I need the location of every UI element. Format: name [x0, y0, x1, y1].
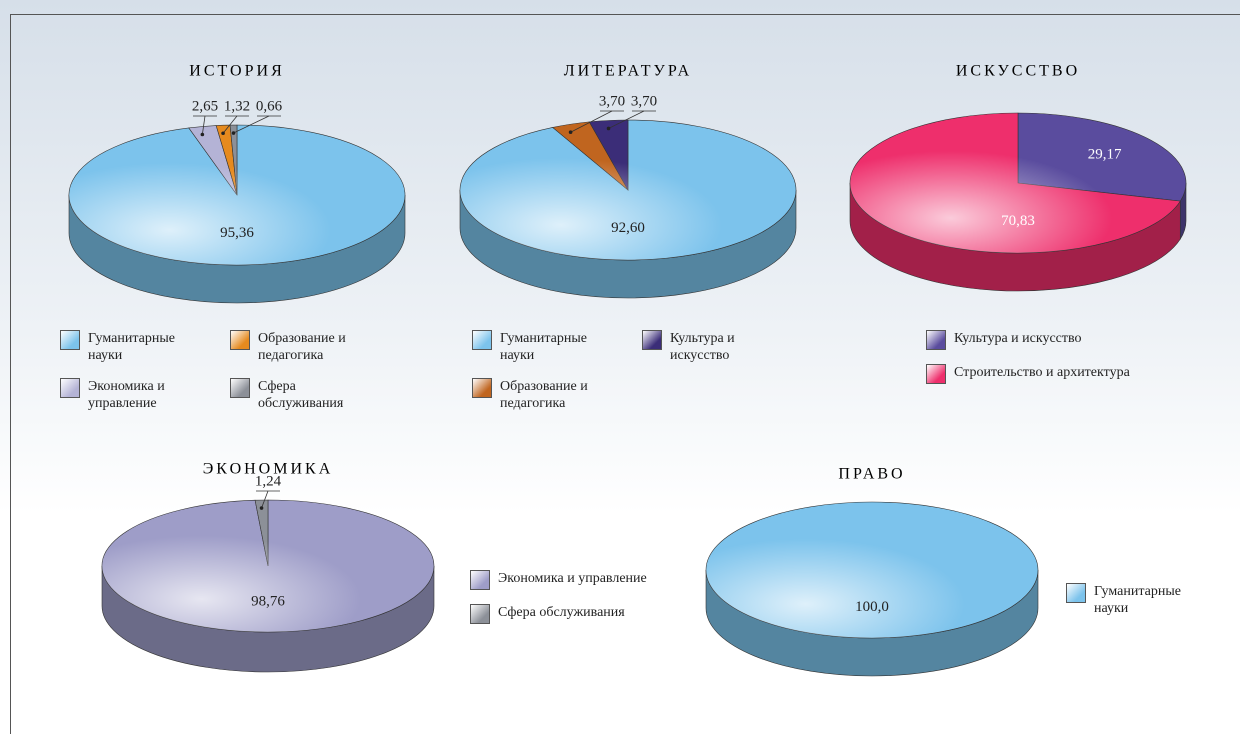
legend-swatch [60, 378, 80, 398]
legend-swatch [472, 330, 492, 350]
legend-swatch [230, 378, 250, 398]
legend-item: Сфера обслуживания [470, 604, 710, 624]
leader-line [201, 115, 206, 135]
data-label: 1,32 [224, 98, 250, 114]
chart-title: ИСКУССТВО [956, 63, 1080, 80]
legend-label: Гуманитарные науки [500, 331, 587, 363]
legend: Гуманитарные науки Экономика и управление… [60, 330, 380, 412]
leader-line [222, 115, 238, 134]
legend-item: Экономика и управление [470, 570, 710, 590]
leader-line [608, 110, 645, 129]
legend: Гуманитарные науки Образование и педагоги… [472, 330, 792, 412]
legend: Гуманитарные науки [1066, 583, 1196, 617]
legend-item: Образование и педагогика [472, 378, 622, 412]
legend-label: Гуманитарные науки [1094, 584, 1181, 616]
leader-line [233, 115, 270, 134]
legend-label: Культура и искусство [954, 331, 1082, 346]
leader-dot [200, 132, 205, 137]
legend-swatch [926, 330, 946, 350]
chart-title: ПРАВО [838, 466, 905, 483]
data-label: 70,83 [1001, 213, 1035, 229]
leader-dot [568, 130, 573, 135]
legend-item: Гуманитарные науки [472, 330, 622, 364]
legend-label: Гуманитарные науки [88, 331, 175, 363]
chart-title: ЭКОНОМИКА [203, 461, 334, 478]
legend-swatch [60, 330, 80, 350]
data-label: 3,70 [599, 93, 625, 109]
data-label: 92,60 [611, 220, 645, 236]
leader-dot [259, 506, 264, 510]
data-label: 3,70 [631, 93, 657, 109]
legend-item: Гуманитарные науки [60, 330, 210, 364]
legend-label: Экономика и управление [88, 379, 165, 411]
leader-dot [221, 131, 225, 136]
legend-swatch [470, 570, 490, 590]
legend-item: Экономика и управление [60, 378, 210, 412]
leader-line [570, 110, 613, 133]
leader-dot [606, 126, 611, 131]
data-label: 100,0 [855, 599, 889, 615]
legend-swatch [472, 378, 492, 398]
pie-slice [705, 501, 1039, 639]
legend-item: Сфера обслуживания [230, 378, 380, 412]
legend-item: Гуманитарные науки [1066, 583, 1196, 617]
legend-swatch [926, 364, 946, 384]
legend-label: Сфера обслуживания [258, 379, 344, 411]
legend-label: Экономика и управление [498, 571, 647, 586]
legend-label: Образование и педагогика [500, 379, 588, 411]
legend-label: Образование и педагогика [258, 331, 346, 363]
data-label: 98,76 [251, 594, 285, 610]
legend: Культура и искусство Строительство и архи… [926, 330, 1186, 384]
data-label: 1,24 [255, 473, 282, 489]
leader-line [261, 490, 269, 509]
legend-swatch [230, 330, 250, 350]
legend-item: Строительство и архитектура [926, 364, 1186, 384]
data-label: 29,17 [1088, 147, 1122, 163]
data-label: 95,36 [220, 225, 254, 241]
chart-title: ЛИТЕРАТУРА [564, 63, 692, 80]
leader-dot [231, 131, 236, 135]
legend-item: Культура и искусство [926, 330, 1186, 350]
data-label: 2,65 [192, 98, 218, 114]
legend-swatch [470, 604, 490, 624]
legend-label: Культура и искусство [670, 331, 735, 363]
legend-label: Строительство и архитектура [954, 365, 1130, 380]
legend-swatch [1066, 583, 1086, 603]
legend-label: Сфера обслуживания [498, 605, 625, 620]
legend-swatch [642, 330, 662, 350]
data-label: 0,66 [256, 98, 283, 114]
legend: Экономика и управление Сфера обслуживания [470, 570, 710, 624]
legend-item: Образование и педагогика [230, 330, 380, 364]
legend-item: Культура и искусство [642, 330, 792, 364]
chart-title: ИСТОРИЯ [189, 63, 284, 80]
